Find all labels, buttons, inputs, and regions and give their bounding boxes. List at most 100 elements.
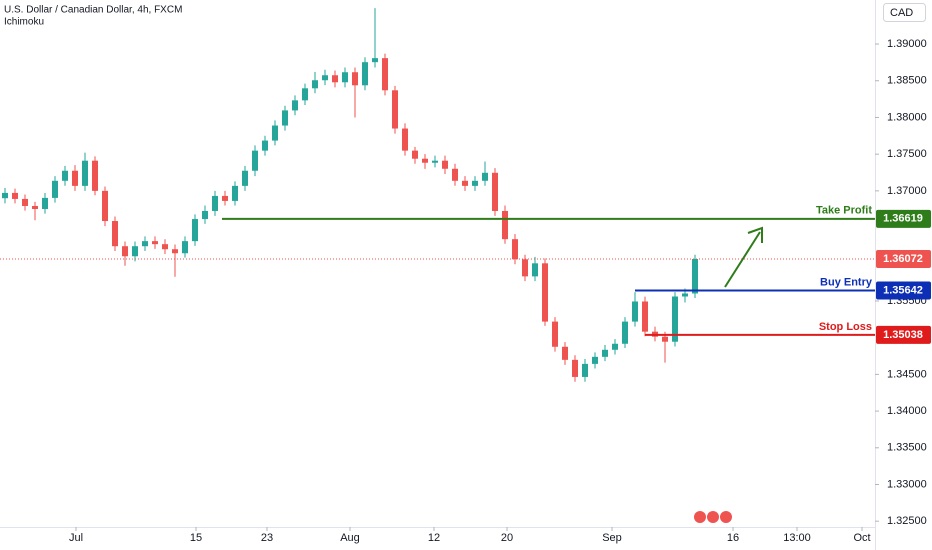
- level-value-box: [876, 325, 931, 344]
- candle-body: [242, 170, 248, 186]
- level-value-label: 1.35642: [883, 284, 923, 296]
- y-tick-label: 1.34000: [887, 405, 927, 417]
- candle-body: [162, 244, 168, 250]
- x-tick-label: 12: [428, 532, 440, 544]
- candle-body: [252, 150, 258, 171]
- candle-body: [82, 160, 88, 186]
- candle-body: [622, 321, 628, 344]
- candle-body: [372, 58, 378, 63]
- candle-body: [262, 140, 268, 151]
- candle-body: [222, 195, 228, 201]
- candle-body: [192, 219, 198, 242]
- candle-body: [482, 172, 488, 181]
- candle-body: [342, 72, 348, 83]
- candle-body: [502, 210, 508, 240]
- candle-body: [462, 180, 468, 186]
- candle-body: [632, 301, 638, 322]
- y-tick-label: 1.38000: [887, 111, 927, 123]
- y-tick-label: 1.39000: [887, 38, 927, 50]
- candle-body: [152, 241, 158, 245]
- candle-body: [132, 246, 138, 257]
- y-tick-label: 1.32500: [887, 515, 927, 527]
- y-tick-label: 1.33000: [887, 478, 927, 490]
- candle-body: [312, 80, 318, 89]
- candle-body: [432, 160, 438, 163]
- candle-body: [642, 301, 648, 332]
- level-value-label: 1.35038: [883, 329, 923, 341]
- candle-body: [522, 259, 528, 277]
- y-tick-label: 1.38500: [887, 75, 927, 87]
- candle-body: [592, 356, 598, 364]
- currency-box[interactable]: [883, 3, 926, 22]
- trade-arrow: [724, 226, 763, 288]
- candle-body: [92, 160, 98, 191]
- level-value-label: 1.36619: [883, 213, 923, 225]
- candle-body: [352, 72, 358, 86]
- candle-body: [412, 150, 418, 159]
- candle-body: [612, 343, 618, 350]
- candle-body: [122, 246, 128, 257]
- level-name: Buy Entry: [820, 276, 873, 288]
- candle-body: [692, 258, 698, 294]
- candle-body: [662, 336, 668, 342]
- candle-body: [232, 185, 238, 201]
- candle-body: [332, 75, 338, 83]
- candle-body: [12, 192, 18, 199]
- candle-body: [402, 128, 408, 151]
- candle-body: [42, 197, 48, 209]
- candle-body: [532, 263, 538, 277]
- candle-body: [682, 293, 688, 297]
- candle-body: [272, 125, 278, 141]
- last-price-label: 1.36072: [883, 253, 923, 265]
- last-price-box: [876, 249, 931, 268]
- candle-body: [322, 75, 328, 81]
- candle-body: [572, 359, 578, 377]
- candle-body: [292, 100, 298, 111]
- indicator-name: Ichimoku: [4, 17, 44, 28]
- candle-body: [32, 205, 38, 209]
- y-tick-label: 1.37000: [887, 185, 927, 197]
- x-tick-label: Jul: [69, 532, 83, 544]
- candle-body: [302, 88, 308, 101]
- candle-body: [22, 198, 28, 206]
- x-tick-label: Oct: [853, 532, 870, 544]
- candle-body: [2, 192, 8, 199]
- candle-body: [582, 363, 588, 377]
- candle-body: [112, 221, 118, 247]
- level-name: Stop Loss: [819, 321, 872, 333]
- candle-body: [282, 110, 288, 126]
- x-tick-label: 15: [190, 532, 202, 544]
- candle-body: [142, 241, 148, 247]
- candle-body: [512, 239, 518, 260]
- x-tick-label: 16: [727, 532, 739, 544]
- x-tick-label: 13:00: [783, 532, 811, 544]
- tv-icons: [694, 511, 732, 523]
- y-tick-label: 1.37500: [887, 148, 927, 160]
- candle-body: [52, 180, 58, 198]
- candle-body: [182, 241, 188, 254]
- candle-body: [202, 210, 208, 220]
- candle-body: [392, 90, 398, 129]
- candle-body: [102, 190, 108, 222]
- candle-body: [562, 346, 568, 360]
- y-tick-label: 1.34500: [887, 368, 927, 380]
- candle-body: [382, 58, 388, 91]
- candle-body: [672, 296, 678, 342]
- candle-body: [442, 160, 448, 169]
- level-value-box: [876, 209, 931, 228]
- currency-label: CAD: [890, 7, 913, 19]
- candle-body: [552, 321, 558, 347]
- x-tick-label: 20: [501, 532, 513, 544]
- candle-body: [452, 168, 458, 181]
- candle-body: [492, 172, 498, 211]
- candle-body: [472, 180, 478, 186]
- candle-body: [62, 170, 68, 181]
- candle-body: [212, 195, 218, 211]
- chart-title: U.S. Dollar / Canadian Dollar, 4h, FXCM: [4, 5, 182, 16]
- x-tick-label: Aug: [340, 532, 360, 544]
- y-tick-label: 1.33500: [887, 442, 927, 454]
- candle-body: [362, 62, 368, 86]
- candle-body: [602, 349, 608, 357]
